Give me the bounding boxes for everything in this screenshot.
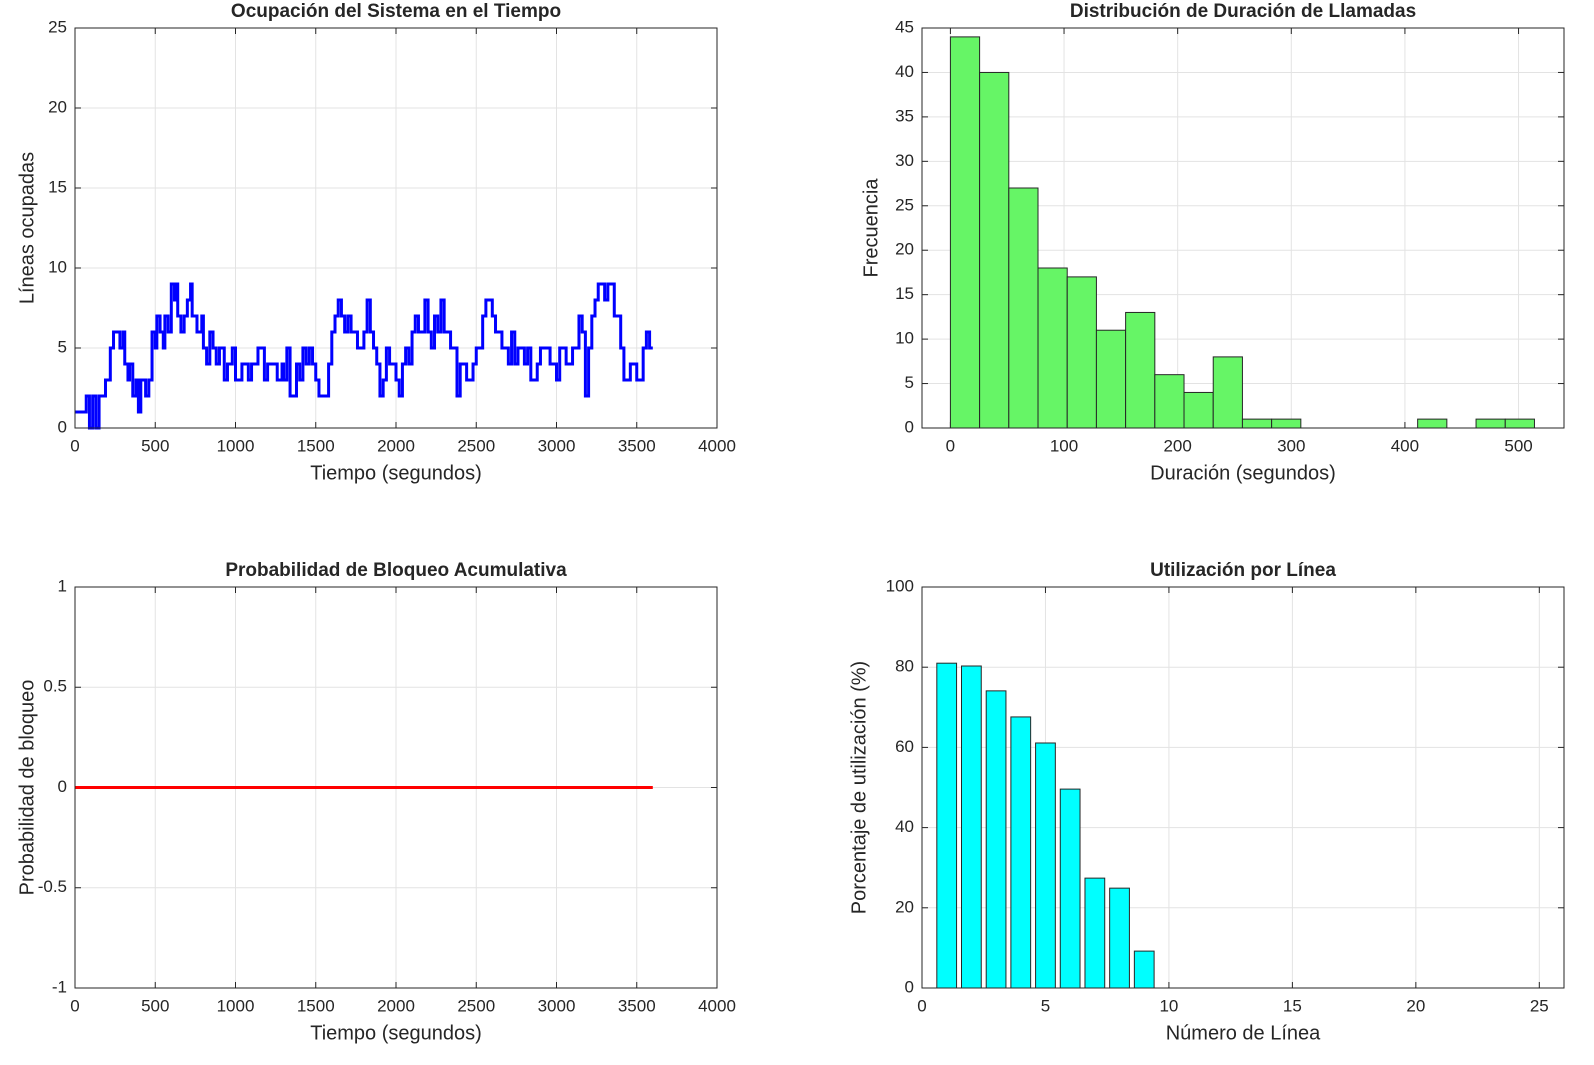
axes-frame — [921, 27, 1565, 429]
histogram-bar — [1417, 418, 1448, 429]
x-tick-label: 2000 — [377, 996, 415, 1015]
data-line — [75, 282, 653, 430]
x-tick-label: 400 — [1391, 436, 1419, 455]
y-tick-label: 0 — [905, 977, 914, 996]
x-tick-label: 500 — [141, 436, 169, 455]
x-tick-label: 3000 — [538, 996, 576, 1015]
y-axis-label: Probabilidad de bloqueo — [16, 680, 38, 896]
x-tick-label: 2000 — [377, 436, 415, 455]
histogram-bar — [1475, 418, 1506, 429]
x-tick-label: 0 — [70, 436, 79, 455]
x-tick-label: 20 — [1406, 996, 1425, 1015]
y-axis-label: Porcentaje de utilización (%) — [848, 661, 870, 914]
y-tick-label: 40 — [895, 817, 914, 836]
histogram-bar — [979, 71, 1010, 429]
x-tick-label: 0 — [946, 436, 955, 455]
x-tick-label: 2500 — [457, 996, 495, 1015]
bar — [1084, 877, 1106, 989]
chart-title: Ocupación del Sistema en el Tiempo — [231, 1, 561, 22]
chart-title: Utilización por Línea — [1150, 560, 1336, 581]
x-axis-label: Tiempo (segundos) — [310, 462, 482, 484]
x-tick-label: 3500 — [618, 996, 656, 1015]
y-tick-label: 10 — [895, 329, 914, 348]
x-tick-label: 3500 — [618, 436, 656, 455]
bar — [1133, 950, 1155, 989]
y-tick-label: 1 — [58, 576, 67, 595]
axes-frame — [74, 586, 718, 989]
x-axis-label: Duración (segundos) — [1150, 462, 1336, 484]
y-tick-label: -0.5 — [38, 877, 67, 896]
bar — [1109, 887, 1130, 989]
y-tick-label: 10 — [48, 257, 67, 276]
y-tick-label: 0 — [905, 417, 914, 436]
x-tick-label: 2500 — [457, 436, 495, 455]
histogram-bar — [1504, 418, 1535, 429]
bar — [1059, 788, 1081, 989]
x-tick-label: 300 — [1277, 436, 1305, 455]
histogram-bar — [1271, 418, 1302, 429]
x-tick-label: 15 — [1283, 996, 1302, 1015]
x-tick-label: 4000 — [698, 996, 736, 1015]
y-tick-label: 5 — [905, 373, 914, 392]
histogram-bar — [1241, 418, 1273, 429]
histogram-bar — [1125, 311, 1156, 429]
x-tick-label: 0 — [917, 996, 926, 1015]
histogram-bar — [1066, 276, 1097, 429]
y-tick-label: 100 — [886, 576, 914, 595]
x-tick-label: 4000 — [698, 436, 736, 455]
chart-title: Distribución de Duración de Llamadas — [1070, 1, 1416, 22]
y-tick-label: 25 — [895, 195, 914, 214]
x-axis-label: Número de Línea — [1166, 1022, 1321, 1044]
bar — [936, 662, 958, 989]
histogram-bar — [1037, 267, 1068, 429]
y-tick-label: 25 — [48, 17, 67, 36]
y-tick-label: 60 — [895, 737, 914, 756]
histogram-bar — [949, 36, 981, 429]
x-tick-label: 500 — [141, 996, 169, 1015]
y-axis-label: Frecuencia — [860, 178, 882, 278]
y-tick-label: 35 — [895, 106, 914, 125]
y-tick-label: 0 — [58, 417, 67, 436]
x-axis-label: Tiempo (segundos) — [310, 1022, 482, 1044]
axes-frame — [921, 586, 1565, 989]
x-tick-label: 3000 — [538, 436, 576, 455]
axes-frame — [74, 27, 718, 429]
y-tick-label: 0 — [58, 777, 67, 796]
y-tick-label: -1 — [52, 977, 67, 996]
histogram-bar — [1212, 356, 1243, 429]
bar — [985, 690, 1007, 989]
y-tick-label: 80 — [895, 657, 914, 676]
x-tick-label: 1000 — [217, 436, 255, 455]
y-axis-label: Líneas ocupadas — [16, 152, 38, 304]
x-tick-label: 25 — [1530, 996, 1549, 1015]
y-tick-label: 15 — [895, 284, 914, 303]
y-tick-label: 45 — [895, 17, 914, 36]
histogram-bar — [1183, 391, 1214, 429]
x-tick-label: 1000 — [217, 996, 255, 1015]
x-tick-label: 0 — [70, 996, 79, 1015]
histogram-bar — [1095, 329, 1127, 429]
x-tick-label: 10 — [1159, 996, 1178, 1015]
x-tick-label: 1500 — [297, 436, 335, 455]
x-tick-label: 200 — [1163, 436, 1191, 455]
x-tick-label: 1500 — [297, 996, 335, 1015]
histogram-bar — [1154, 374, 1185, 429]
y-tick-label: 15 — [48, 177, 67, 196]
y-tick-label: 5 — [58, 337, 67, 356]
bar — [961, 665, 982, 989]
y-tick-label: 0.5 — [43, 677, 67, 696]
y-tick-label: 30 — [895, 151, 914, 170]
y-tick-label: 40 — [895, 62, 914, 81]
x-tick-label: 500 — [1504, 436, 1532, 455]
y-tick-label: 20 — [895, 240, 914, 259]
x-tick-label: 5 — [1041, 996, 1050, 1015]
bar — [1010, 716, 1032, 989]
y-tick-label: 20 — [48, 97, 67, 116]
x-tick-label: 100 — [1050, 436, 1078, 455]
chart-title: Probabilidad de Bloqueo Acumulativa — [225, 560, 567, 581]
histogram-bar — [1008, 187, 1039, 429]
bar — [1035, 742, 1056, 989]
y-tick-label: 20 — [895, 897, 914, 916]
